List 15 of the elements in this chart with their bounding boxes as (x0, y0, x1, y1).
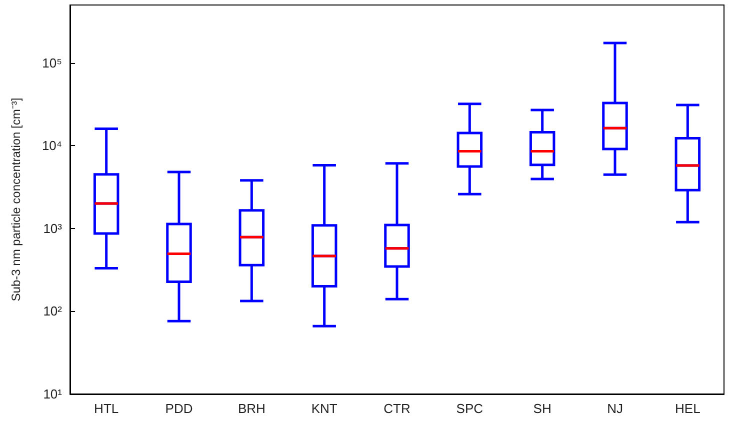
x-tick-label: PDD (165, 401, 193, 416)
x-tick-label: NJ (607, 401, 623, 416)
y-tick-label: 10¹ (43, 386, 63, 402)
y-axis-title: Sub-3 nm particle concentration [cm⁻³] (9, 98, 23, 302)
x-tick-label: BRH (238, 401, 266, 416)
x-tick-label: CTR (384, 401, 410, 416)
y-tick-label: 10⁵ (42, 55, 62, 70)
x-tick-label: SH (533, 401, 552, 416)
x-tick-label: HTL (94, 401, 119, 416)
x-tick-label: KNT (311, 401, 338, 416)
x-tick-label: SPC (456, 401, 484, 416)
y-tick-label: 10² (43, 304, 63, 319)
y-tick-label: 10⁴ (42, 138, 62, 154)
y-tick-label: 10³ (43, 220, 63, 236)
x-tick-label: HEL (675, 401, 700, 416)
